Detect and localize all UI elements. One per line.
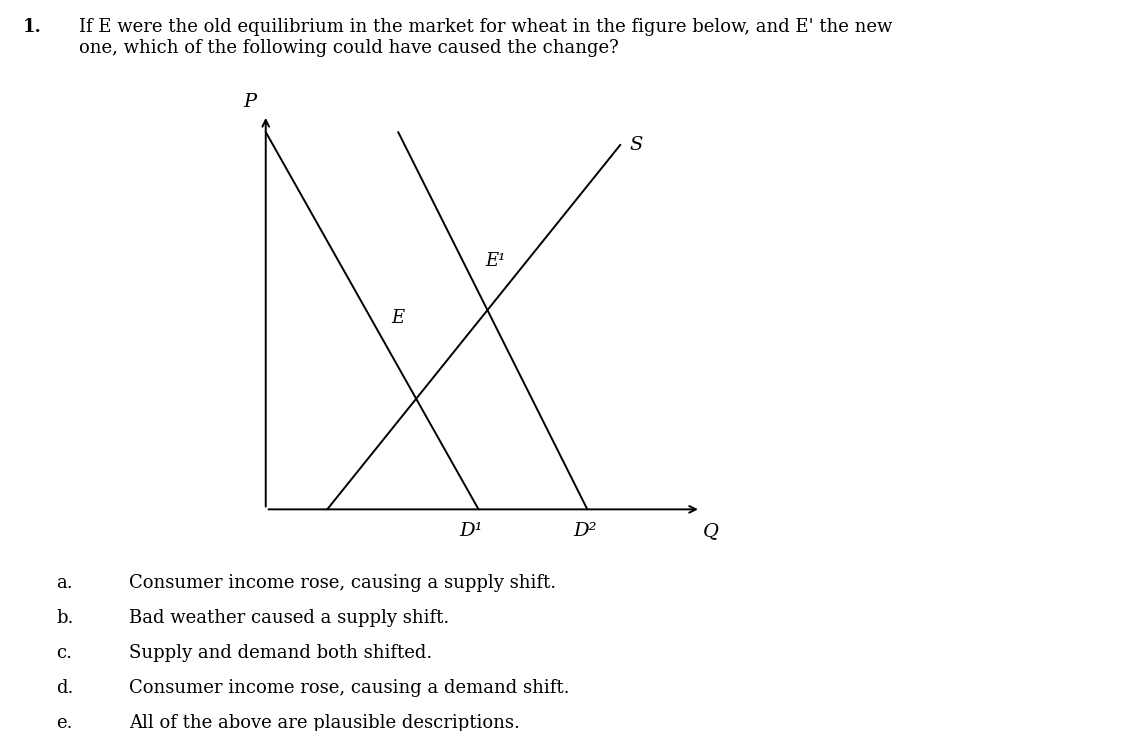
Text: e.: e. [56,714,73,731]
Text: Supply and demand both shifted.: Supply and demand both shifted. [129,644,432,662]
Text: Q: Q [703,522,720,540]
Text: P: P [243,93,257,111]
Text: Consumer income rose, causing a supply shift.: Consumer income rose, causing a supply s… [129,574,556,592]
Text: a.: a. [56,574,73,592]
Text: If E were the old equilibrium in the market for wheat in the figure below, and E: If E were the old equilibrium in the mar… [79,18,892,57]
Text: All of the above are plausible descriptions.: All of the above are plausible descripti… [129,714,520,731]
Text: 1.: 1. [23,18,42,37]
Text: E¹: E¹ [485,251,506,270]
Text: S: S [629,136,643,154]
Text: E: E [391,309,404,327]
Text: Bad weather caused a supply shift.: Bad weather caused a supply shift. [129,609,449,627]
Text: D²: D² [573,522,597,540]
Text: D¹: D¹ [459,522,483,540]
Text: b.: b. [56,609,73,627]
Text: Consumer income rose, causing a demand shift.: Consumer income rose, causing a demand s… [129,679,570,697]
Text: c.: c. [56,644,72,662]
Text: d.: d. [56,679,73,697]
